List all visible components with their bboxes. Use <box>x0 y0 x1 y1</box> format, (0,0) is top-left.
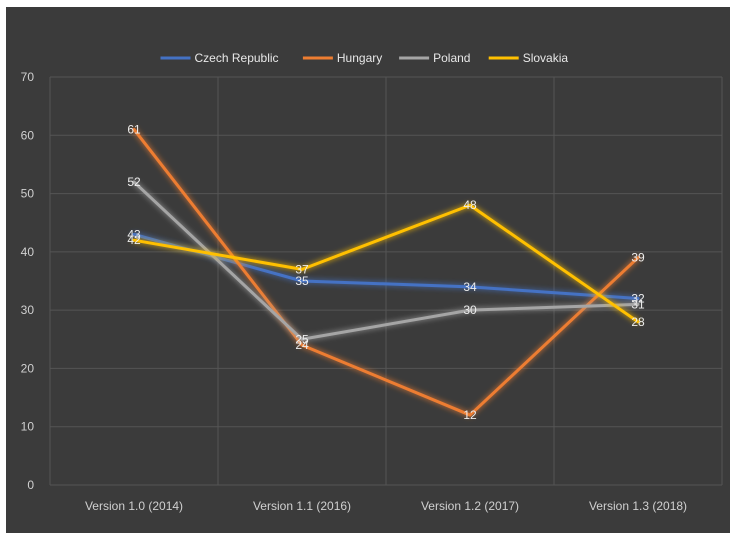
data-label: 34 <box>463 280 477 294</box>
data-label: 43 <box>127 227 141 241</box>
series-line <box>132 232 640 300</box>
series-lines <box>132 127 640 417</box>
series-line <box>132 203 640 324</box>
series-line <box>132 127 640 417</box>
data-label: 28 <box>631 315 645 329</box>
data-label: 39 <box>631 251 645 265</box>
legend-item: Poland <box>399 51 470 65</box>
legend-item: Hungary <box>302 51 382 65</box>
data-label: 31 <box>631 297 645 311</box>
line-chart: 0 10 20 30 40 50 60 70 Version 1.0 (2014) Version… <box>21 51 723 513</box>
y-tick-label: 0 <box>27 478 34 492</box>
legend-label: Slovakia <box>523 51 569 65</box>
legend: Czech Republic Hungary Poland Slovakia <box>160 51 569 65</box>
data-label: 12 <box>463 408 477 422</box>
x-tick-label: Version 1.0 (2014) <box>85 499 183 513</box>
series-line <box>132 180 640 341</box>
data-label: 42 <box>127 233 141 247</box>
data-label: 37 <box>295 262 309 276</box>
y-tick-label: 70 <box>21 70 35 84</box>
x-tick-label: Version 1.2 (2017) <box>421 499 519 513</box>
y-tick-label: 30 <box>21 303 35 317</box>
legend-item: Czech Republic <box>160 51 279 65</box>
data-labels: 43 35 34 32 61 24 12 39 52 25 30 31 42 37 48 28 <box>127 122 645 422</box>
legend-label: Poland <box>433 51 470 65</box>
data-label: 30 <box>463 303 477 317</box>
data-label: 48 <box>463 198 477 212</box>
legend-label: Czech Republic <box>195 51 279 65</box>
y-tick-label: 50 <box>21 187 35 201</box>
data-label: 24 <box>295 338 309 352</box>
data-label: 32 <box>631 291 645 305</box>
data-label: 35 <box>295 274 309 288</box>
x-tick-label: Version 1.1 (2016) <box>253 499 351 513</box>
data-label: 61 <box>127 122 141 136</box>
data-label: 52 <box>127 175 141 189</box>
x-tick-label: Version 1.3 (2018) <box>589 499 687 513</box>
y-tick-label: 60 <box>21 128 35 142</box>
y-tick-label: 20 <box>21 361 35 375</box>
legend-item: Slovakia <box>488 51 569 65</box>
y-tick-label: 40 <box>21 245 35 259</box>
y-tick-label: 10 <box>21 420 35 434</box>
gridlines <box>49 76 723 486</box>
data-label: 25 <box>295 332 309 346</box>
axes: 0 10 20 30 40 50 60 70 Version 1.0 (2014) Version… <box>21 70 687 513</box>
chart-area: 0 10 20 30 40 50 60 70 Version 1.0 (2014) Version… <box>6 7 730 533</box>
legend-label: Hungary <box>337 51 382 65</box>
